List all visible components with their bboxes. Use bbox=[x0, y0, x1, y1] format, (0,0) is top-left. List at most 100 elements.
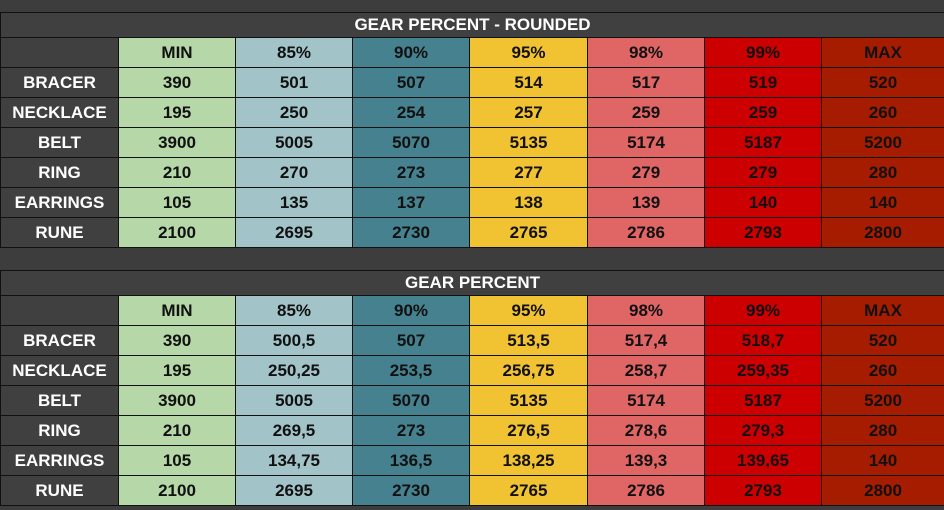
value-cell[interactable]: 5200 bbox=[821, 127, 944, 158]
value-cell[interactable]: 259 bbox=[587, 97, 705, 128]
value-cell[interactable]: 210 bbox=[118, 415, 236, 446]
value-cell[interactable]: 5135 bbox=[469, 385, 588, 416]
column-header-max[interactable]: MAX bbox=[821, 37, 944, 68]
value-cell[interactable]: 507 bbox=[352, 67, 470, 98]
row-label[interactable]: BRACER bbox=[0, 67, 119, 98]
row-label[interactable]: EARRINGS bbox=[0, 187, 119, 218]
value-cell[interactable]: 2695 bbox=[235, 475, 353, 506]
value-cell[interactable]: 2100 bbox=[118, 475, 236, 506]
value-cell[interactable]: 139,65 bbox=[704, 445, 822, 476]
table-title[interactable]: GEAR PERCENT - ROUNDED bbox=[0, 12, 944, 38]
value-cell[interactable]: 140 bbox=[820, 445, 944, 476]
value-cell[interactable]: 514 bbox=[469, 67, 588, 98]
value-cell[interactable]: 2765 bbox=[469, 217, 588, 248]
value-cell[interactable]: 5005 bbox=[235, 127, 353, 158]
value-cell[interactable]: 2793 bbox=[704, 475, 822, 506]
value-cell[interactable]: 260 bbox=[821, 97, 944, 128]
corner-cell[interactable] bbox=[0, 37, 119, 68]
column-header-99[interactable]: 99% bbox=[704, 37, 822, 68]
corner-cell[interactable] bbox=[0, 295, 119, 326]
column-header-85[interactable]: 85% bbox=[235, 295, 353, 326]
value-cell[interactable]: 139,3 bbox=[587, 445, 705, 476]
value-cell[interactable]: 3900 bbox=[118, 127, 236, 158]
value-cell[interactable]: 136,5 bbox=[352, 445, 470, 476]
column-header-95[interactable]: 95% bbox=[469, 37, 588, 68]
column-header-90[interactable]: 90% bbox=[352, 37, 470, 68]
value-cell[interactable]: 520 bbox=[821, 67, 944, 98]
value-cell[interactable]: 500,5 bbox=[235, 325, 353, 356]
value-cell[interactable]: 279 bbox=[587, 157, 705, 188]
value-cell[interactable]: 517 bbox=[587, 67, 705, 98]
value-cell[interactable]: 280 bbox=[821, 157, 944, 188]
value-cell[interactable]: 259,35 bbox=[704, 355, 822, 386]
row-label[interactable]: BRACER bbox=[0, 325, 119, 356]
column-header-min[interactable]: MIN bbox=[118, 295, 236, 326]
value-cell[interactable]: 135 bbox=[235, 187, 353, 218]
value-cell[interactable]: 138 bbox=[469, 187, 588, 218]
value-cell[interactable]: 256,75 bbox=[469, 355, 588, 386]
column-header-98[interactable]: 98% bbox=[587, 295, 705, 326]
value-cell[interactable]: 517,4 bbox=[587, 325, 705, 356]
value-cell[interactable]: 5070 bbox=[352, 385, 470, 416]
value-cell[interactable]: 2730 bbox=[352, 475, 470, 506]
value-cell[interactable]: 279,3 bbox=[704, 415, 822, 446]
row-label[interactable]: BELT bbox=[0, 127, 119, 158]
value-cell[interactable]: 273 bbox=[352, 415, 470, 446]
value-cell[interactable]: 250 bbox=[235, 97, 353, 128]
value-cell[interactable]: 195 bbox=[118, 355, 236, 386]
row-label[interactable]: NECKLACE bbox=[0, 97, 119, 128]
value-cell[interactable]: 2730 bbox=[352, 217, 470, 248]
row-label[interactable]: RING bbox=[0, 157, 119, 188]
value-cell[interactable]: 137 bbox=[352, 187, 470, 218]
value-cell[interactable]: 3900 bbox=[118, 385, 236, 416]
value-cell[interactable]: 276,5 bbox=[469, 415, 588, 446]
row-label[interactable]: RUNE bbox=[0, 475, 119, 506]
row-label[interactable]: RING bbox=[0, 415, 119, 446]
value-cell[interactable]: 5187 bbox=[704, 385, 822, 416]
value-cell[interactable]: 273 bbox=[352, 157, 470, 188]
row-label[interactable]: NECKLACE bbox=[0, 355, 119, 386]
value-cell[interactable]: 2800 bbox=[821, 217, 944, 248]
value-cell[interactable]: 280 bbox=[820, 415, 944, 446]
column-header-90[interactable]: 90% bbox=[352, 295, 470, 326]
value-cell[interactable]: 5187 bbox=[704, 127, 822, 158]
value-cell[interactable]: 253,5 bbox=[352, 355, 470, 386]
column-header-85[interactable]: 85% bbox=[235, 37, 353, 68]
value-cell[interactable]: 5070 bbox=[352, 127, 470, 158]
value-cell[interactable]: 501 bbox=[235, 67, 353, 98]
value-cell[interactable]: 2786 bbox=[587, 475, 705, 506]
value-cell[interactable]: 105 bbox=[118, 445, 236, 476]
value-cell[interactable]: 520 bbox=[820, 325, 944, 356]
value-cell[interactable]: 2786 bbox=[587, 217, 705, 248]
value-cell[interactable]: 518,7 bbox=[704, 325, 822, 356]
value-cell[interactable]: 507 bbox=[352, 325, 470, 356]
value-cell[interactable]: 140 bbox=[704, 187, 822, 218]
column-header-99[interactable]: 99% bbox=[704, 295, 822, 326]
value-cell[interactable]: 5135 bbox=[469, 127, 588, 158]
value-cell[interactable]: 2695 bbox=[235, 217, 353, 248]
value-cell[interactable]: 134,75 bbox=[235, 445, 353, 476]
value-cell[interactable]: 5200 bbox=[820, 385, 944, 416]
value-cell[interactable]: 260 bbox=[820, 355, 944, 386]
value-cell[interactable]: 2765 bbox=[469, 475, 588, 506]
value-cell[interactable]: 2800 bbox=[820, 475, 944, 506]
value-cell[interactable]: 258,7 bbox=[587, 355, 705, 386]
value-cell[interactable]: 2793 bbox=[704, 217, 822, 248]
value-cell[interactable]: 278,6 bbox=[587, 415, 705, 446]
value-cell[interactable]: 210 bbox=[118, 157, 236, 188]
value-cell[interactable]: 5174 bbox=[587, 385, 705, 416]
value-cell[interactable]: 250,25 bbox=[235, 355, 353, 386]
value-cell[interactable]: 5005 bbox=[235, 385, 353, 416]
column-header-max[interactable]: MAX bbox=[820, 295, 944, 326]
value-cell[interactable]: 519 bbox=[704, 67, 822, 98]
value-cell[interactable]: 2100 bbox=[118, 217, 236, 248]
column-header-min[interactable]: MIN bbox=[118, 37, 236, 68]
value-cell[interactable]: 257 bbox=[469, 97, 588, 128]
table-title[interactable]: GEAR PERCENT bbox=[0, 270, 944, 296]
value-cell[interactable]: 138,25 bbox=[469, 445, 588, 476]
row-label[interactable]: RUNE bbox=[0, 217, 119, 248]
value-cell[interactable]: 140 bbox=[821, 187, 944, 218]
value-cell[interactable]: 390 bbox=[118, 67, 236, 98]
value-cell[interactable]: 513,5 bbox=[469, 325, 588, 356]
column-header-95[interactable]: 95% bbox=[469, 295, 588, 326]
